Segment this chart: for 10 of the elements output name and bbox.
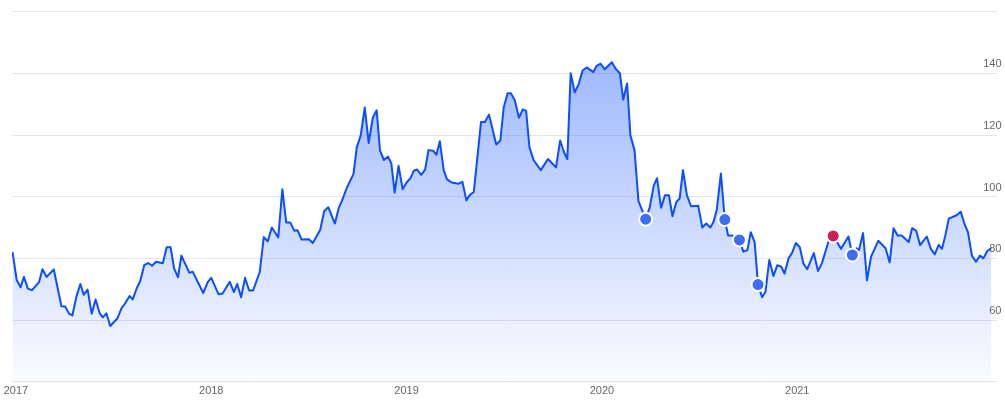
- x-tick-label: 2020: [589, 384, 615, 397]
- x-tick-label: 2017: [3, 384, 29, 397]
- y-tick-label: 100: [983, 180, 1002, 193]
- y-tick-label: 120: [983, 119, 1002, 132]
- y-tick-label: 60: [989, 304, 1002, 317]
- y-tick-label: 80: [989, 242, 1002, 255]
- y-tick-label: 140: [983, 57, 1002, 70]
- x-tick-label: 2018: [199, 384, 224, 397]
- x-tick-label: 2021: [785, 384, 810, 397]
- x-tick-label: 2019: [394, 384, 419, 397]
